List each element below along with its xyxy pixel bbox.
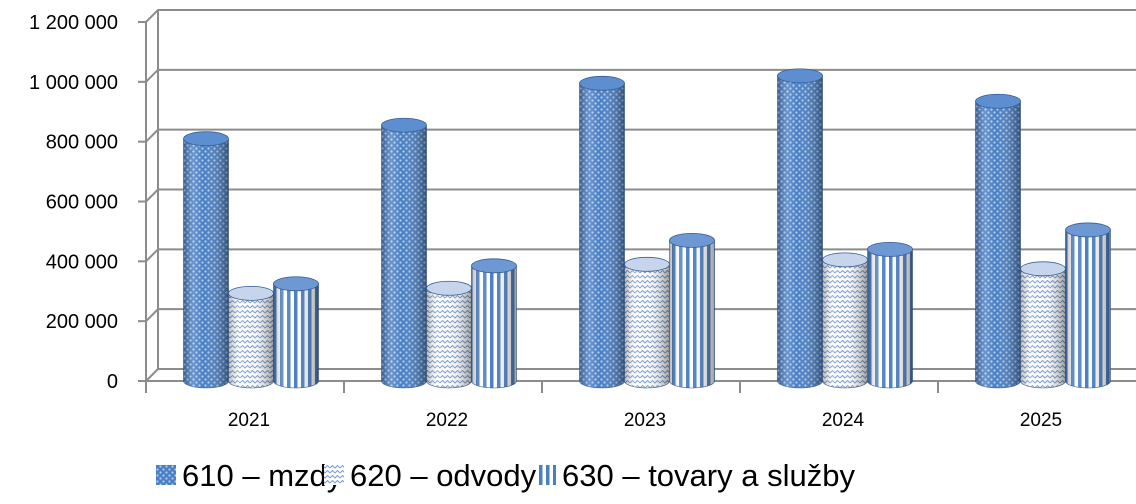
legend-label: 620 – odvody (350, 458, 537, 493)
x-tick-label: 2021 (228, 410, 270, 431)
gridline (145, 9, 1136, 23)
bar (426, 280, 472, 389)
bar (579, 75, 625, 389)
x-tick-label: 2023 (624, 410, 666, 431)
legend-label: 610 – mzdy (182, 458, 343, 493)
x-tick-label: 2022 (426, 410, 468, 431)
bar (183, 131, 229, 389)
bar (228, 285, 274, 389)
gridline (145, 68, 1136, 83)
legend-item: 610 – mzdy (156, 458, 343, 493)
x-tick-label: 2024 (822, 410, 865, 431)
bar (1020, 261, 1066, 389)
bar (777, 68, 823, 389)
bar (822, 252, 868, 389)
bar (975, 93, 1021, 389)
bar (867, 241, 913, 389)
bars-layer (183, 68, 1111, 389)
legend-label: 630 – tovary a služby (562, 458, 855, 493)
bar (381, 117, 427, 389)
y-tick-label: 1 000 000 (29, 72, 118, 94)
axis-layer: 0 200 000 400 000 600 000 800 000 1 000 000 1 … (29, 12, 1136, 431)
grid-layer (145, 9, 1136, 382)
bar (273, 276, 319, 389)
y-tick-label: 1 200 000 (29, 12, 118, 34)
x-tick-label: 2025 (1020, 410, 1062, 431)
legend-swatch (536, 465, 556, 485)
bar (1065, 222, 1111, 389)
bar (669, 232, 715, 389)
legend-swatch (324, 465, 344, 485)
bar (624, 256, 670, 389)
legend-item: 620 – odvody (324, 458, 537, 493)
legend: 610 – mzdy 620 – odvody 630 – tovary a slu… (156, 458, 855, 493)
bar (471, 258, 517, 389)
y-tick-label: 0 (107, 371, 118, 393)
legend-item: 630 – tovary a služby (536, 458, 855, 493)
y-tick-label: 600 000 (46, 192, 118, 214)
y-tick-label: 400 000 (46, 251, 118, 273)
legend-swatch (156, 465, 176, 485)
y-tick-label: 800 000 (46, 132, 118, 154)
y-tick-label: 200 000 (46, 311, 118, 333)
